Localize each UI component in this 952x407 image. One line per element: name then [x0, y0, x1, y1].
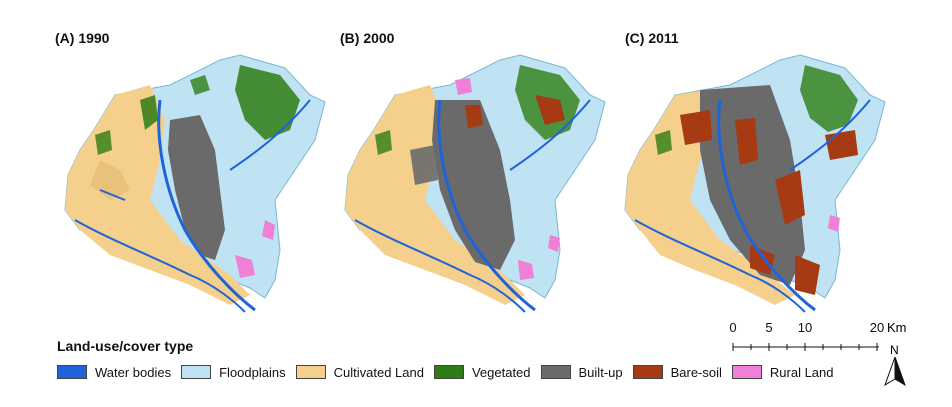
legend-swatch: [57, 365, 87, 379]
scale-label-10: 10: [797, 320, 813, 335]
legend-swatch: [181, 365, 212, 379]
legend-item-cultivated-land: Cultivated Land: [295, 364, 424, 380]
scale-bar: 0 5 10 20 Km: [725, 320, 915, 360]
legend-item-built-up: Built-up: [540, 364, 623, 380]
map-panel-2011: (C) 2011: [600, 0, 900, 330]
legend-swatch: [632, 365, 663, 379]
scale-label-20: 20: [869, 320, 885, 335]
legend-swatch: [540, 365, 571, 379]
legend-label: Bare-soil: [670, 364, 722, 380]
scale-unit: Km: [887, 320, 907, 335]
land-cover-map-1990: [64, 54, 326, 313]
legend-label: Floodplains: [219, 364, 286, 380]
legend-item-floodplains: Floodplains: [181, 365, 286, 380]
panel-title: (B) 2000: [340, 30, 395, 46]
legend-title: Land-use/cover type: [57, 338, 194, 354]
legend-swatch: [731, 365, 762, 379]
legend-swatch: [433, 365, 464, 379]
legend: Water bodies Floodplains Cultivated Land…: [57, 363, 844, 381]
map-panel-2000: (B) 2000: [320, 0, 620, 330]
scale-bar-graphic: [732, 343, 879, 351]
map-panel-1990: (A) 1990: [40, 0, 340, 330]
legend-label: Vegetated: [471, 364, 531, 380]
legend-item-rural-land: Rural Land: [731, 364, 834, 380]
legend-label: Water bodies: [95, 364, 172, 380]
north-arrow-icon: N: [880, 343, 910, 388]
panel-title: (A) 1990: [55, 30, 110, 46]
panel-title: (C) 2011: [625, 30, 679, 46]
legend-swatch: [295, 365, 326, 379]
legend-label: Built-up: [578, 364, 623, 380]
scale-label-5: 5: [765, 320, 773, 335]
land-cover-map-2011: [624, 54, 886, 313]
legend-label: Cultivated Land: [333, 364, 424, 380]
north-label: N: [890, 343, 899, 357]
legend-item-vegetated: Vegetated: [433, 364, 531, 380]
legend-item-water-bodies: Water bodies: [57, 365, 171, 380]
legend-item-bare-soil: Bare-soil: [632, 364, 722, 380]
land-cover-map-2000: [344, 54, 606, 313]
legend-label: Rural Land: [769, 364, 834, 380]
north-arrow-graphic: [884, 357, 906, 387]
scale-label-0: 0: [729, 320, 737, 335]
